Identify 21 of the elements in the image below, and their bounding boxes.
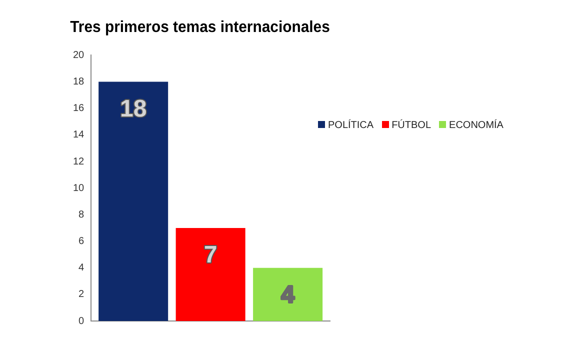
y-tick-label: 4 <box>78 262 85 274</box>
y-tick-label: 0 <box>78 316 85 327</box>
y-tick-label: 16 <box>73 103 85 114</box>
legend-label: POLÍTICA <box>327 120 374 131</box>
y-tick-label: 14 <box>73 130 85 141</box>
bar <box>176 228 246 321</box>
y-tick-label: 8 <box>78 209 85 220</box>
y-tick-label: 20 <box>73 50 85 61</box>
chart-title: Tres primeros temas internacionales <box>70 18 330 36</box>
y-tick-label: 12 <box>73 156 85 168</box>
data-label: 7 <box>204 242 218 269</box>
y-tick-label: 10 <box>73 182 85 194</box>
bar <box>253 268 323 321</box>
y-tick-label: 18 <box>73 76 85 88</box>
data-label: 4 <box>281 281 296 308</box>
y-tick-label: 6 <box>78 236 85 248</box>
bar <box>98 82 168 321</box>
legend-label: FÚTBOL <box>390 120 432 131</box>
data-label: 18 <box>120 95 147 122</box>
legend-label: ECONOMÍA <box>448 120 504 131</box>
y-tick-label: 2 <box>78 289 85 300</box>
